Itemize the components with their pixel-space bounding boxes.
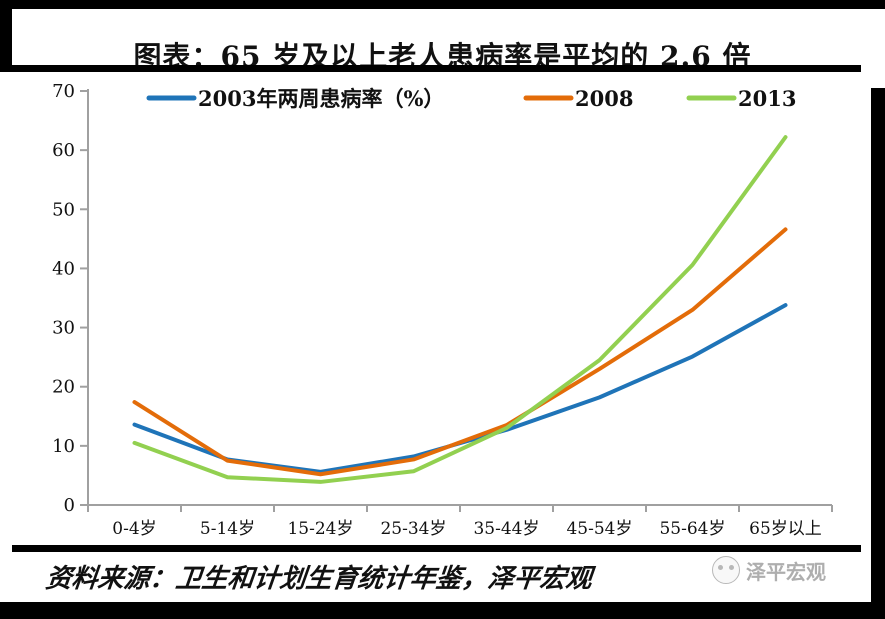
x-category-label: 65岁以上 [749,519,822,539]
x-category-label: 25-34岁 [380,519,446,539]
x-category-label: 15-24岁 [287,519,353,539]
watermark: 泽平宏观 [712,548,862,592]
series-line-2008 [132,227,788,477]
x-category-label: 55-64岁 [659,519,725,539]
top-border-bar [0,0,885,9]
y-tick-label: 0 [64,495,75,516]
y-tick-label: 30 [52,318,75,339]
x-category-label: 5-14岁 [200,519,255,539]
x-category-label: 35-44岁 [473,519,539,539]
y-tick-label: 50 [52,199,75,220]
footer-divider [12,545,861,552]
legend-label-2003: 2003年两周患病率（%） [198,86,444,111]
bottom-border-bar [0,602,885,619]
watermark-label: 泽平宏观 [746,559,826,584]
series-line-2013 [132,135,788,484]
y-tick-label: 10 [52,436,75,457]
source-caption: 资料来源：卫生和计划生育统计年鉴，泽平宏观 [44,564,594,594]
y-tick-label: 60 [52,140,75,161]
series-line-2003 [132,303,788,474]
x-category-label: 0-4岁 [112,519,156,539]
left-border-notch [0,0,12,72]
legend-label-2013: 2013 [738,86,796,111]
legend-label-2008: 2008 [575,86,633,111]
y-tick-label: 70 [52,81,75,102]
y-tick-label: 40 [52,258,75,279]
x-category-label: 45-54岁 [566,519,632,539]
right-border-bar [871,88,885,619]
y-tick-label: 20 [52,377,75,398]
title-divider [12,65,861,72]
panda-logo-icon [712,556,740,584]
